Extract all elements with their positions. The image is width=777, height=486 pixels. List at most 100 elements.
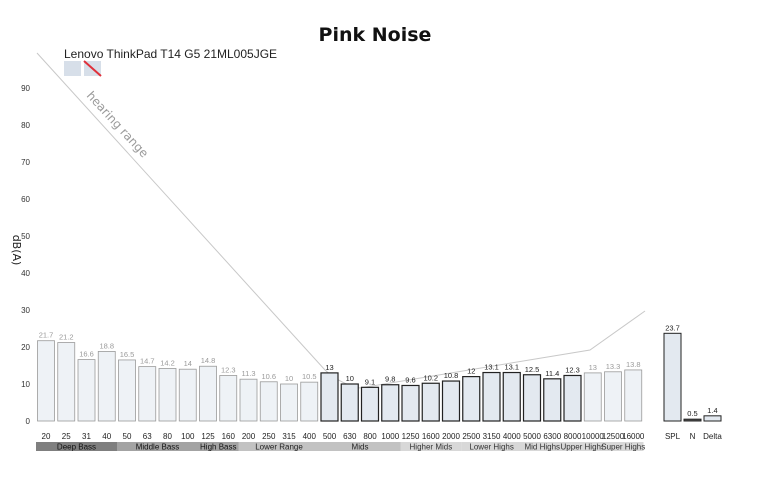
x-tick-label: 31 <box>82 432 91 441</box>
bar <box>219 375 238 422</box>
summary-category-label: N <box>690 432 696 441</box>
x-tick-label: 100 <box>181 432 195 441</box>
frequency-band <box>198 442 239 451</box>
x-tick-label: 250 <box>262 432 276 441</box>
bar-value-label: 21.2 <box>59 333 74 342</box>
bar <box>401 384 420 422</box>
bar-value-label: 12.3 <box>221 365 236 374</box>
y-tick-label: 50 <box>21 232 30 241</box>
bar-value-label: 13.3 <box>606 362 621 371</box>
bar <box>604 371 622 422</box>
frequency-band-label: High Bass <box>200 443 236 452</box>
x-tick-label: 80 <box>163 432 172 441</box>
bar <box>57 342 76 422</box>
bar-value-label: 9.1 <box>365 377 375 386</box>
x-tick-label: 50 <box>123 432 132 441</box>
x-tick-label: 12500 <box>602 432 625 441</box>
y-tick-label: 0 <box>26 417 31 426</box>
x-tick-label: 800 <box>363 432 377 441</box>
bar <box>178 368 197 422</box>
bar-value-label: 14.7 <box>140 357 155 366</box>
bar-value-label: 14 <box>184 359 192 368</box>
bar-value-label: 16.5 <box>120 350 135 359</box>
frequency-band-label: Middle Bass <box>136 443 180 452</box>
bar <box>300 381 319 422</box>
frequency-band <box>461 442 522 451</box>
x-tick-label: 3150 <box>483 432 501 441</box>
x-tick-label: 160 <box>222 432 236 441</box>
frequency-band-label: Lower Highs <box>469 443 513 452</box>
bar-value-label: 12.3 <box>565 365 580 374</box>
frequency-band-label: Super Highs <box>601 443 645 452</box>
bar-value-label: 12 <box>467 367 475 376</box>
x-tick-label: 25 <box>62 432 71 441</box>
bar <box>280 383 298 422</box>
x-tick-label: 200 <box>242 432 256 441</box>
frequency-band-label: Lower Range <box>255 443 303 452</box>
x-tick-label: 400 <box>303 432 317 441</box>
bar-value-label: 12.5 <box>525 365 540 374</box>
y-tick-label: 10 <box>21 380 30 389</box>
x-tick-label: 40 <box>102 432 111 441</box>
frequency-band <box>562 442 603 451</box>
y-tick-label: 60 <box>21 195 30 204</box>
bar <box>37 340 55 422</box>
x-tick-label: 1250 <box>402 432 420 441</box>
bar-value-label: 13 <box>325 363 333 372</box>
summary-category-label: Delta <box>703 432 722 441</box>
bar <box>624 369 643 422</box>
bar <box>77 359 96 422</box>
summary-category-label: SPL <box>665 432 681 441</box>
y-tick-label: 80 <box>21 121 30 130</box>
bar-value-label: 13.8 <box>626 360 641 369</box>
summary-bar <box>683 418 702 422</box>
bar <box>138 366 157 422</box>
bar <box>583 372 602 422</box>
frequency-band <box>238 442 320 451</box>
bar-value-label: 10.5 <box>302 372 317 381</box>
x-tick-label: 2500 <box>462 432 480 441</box>
bar <box>360 386 380 422</box>
bar <box>118 359 136 422</box>
frequency-band <box>400 442 462 451</box>
x-tick-label: 630 <box>343 432 357 441</box>
bar <box>563 374 582 422</box>
frequency-band-label: Deep Bass <box>57 443 96 452</box>
bar-value-label: 10.8 <box>444 371 459 380</box>
bar-value-label: 13 <box>589 363 597 372</box>
y-tick-label: 40 <box>21 269 30 278</box>
bar <box>239 378 258 422</box>
hearing-range-curve <box>36 52 646 389</box>
summary-value-label: 0.5 <box>687 409 697 418</box>
bar-value-label: 16.6 <box>79 350 94 359</box>
bar <box>158 368 177 422</box>
legend-series-label: Lenovo ThinkPad T14 G5 21ML005JGE <box>64 47 277 61</box>
bar-value-label: 10.2 <box>423 373 438 382</box>
x-tick-label: 8000 <box>564 432 582 441</box>
x-tick-label: 6300 <box>543 432 561 441</box>
frequency-band-label: Mids <box>352 443 369 452</box>
frequency-band-label: Upper Highs <box>561 443 605 452</box>
bar <box>97 351 116 422</box>
bar-value-label: 14.2 <box>160 358 175 367</box>
x-tick-label: 4000 <box>503 432 521 441</box>
x-tick-label: 500 <box>323 432 337 441</box>
bar-value-label: 10.6 <box>261 372 276 381</box>
bar <box>482 371 501 422</box>
bar <box>259 381 278 422</box>
x-tick-label: 2000 <box>442 432 460 441</box>
bar-value-label: 11.4 <box>545 369 559 378</box>
bar <box>381 384 400 422</box>
frequency-band <box>603 442 644 451</box>
summary-value-label: 1.4 <box>707 406 717 415</box>
x-tick-label: 63 <box>143 432 152 441</box>
x-tick-label: 10000 <box>582 432 605 441</box>
frequency-band <box>117 442 198 451</box>
bar-value-label: 13.1 <box>504 363 519 372</box>
legend-swatch-strike <box>83 60 102 77</box>
y-tick-label: 30 <box>21 306 30 315</box>
bar-value-label: 14.8 <box>201 356 216 365</box>
bar <box>441 380 461 422</box>
summary-bar <box>663 332 682 422</box>
